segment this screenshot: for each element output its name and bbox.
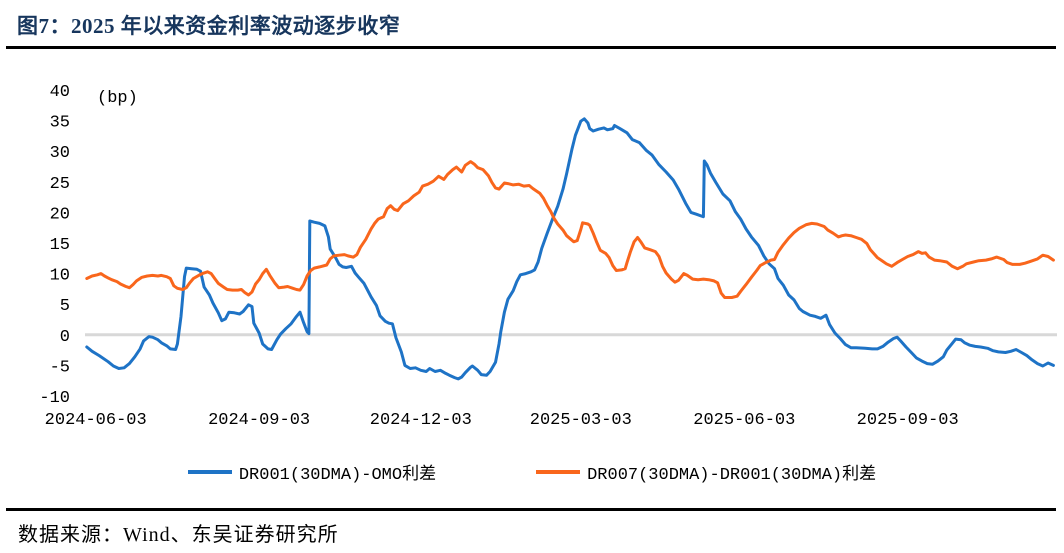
x-axis-tick-label: 2024-09-03 [208, 411, 310, 430]
legend-line-swatch-orange [536, 470, 581, 474]
x-axis-tick-label: 2024-06-03 [45, 411, 147, 430]
y-axis-tick-label: 15 [50, 236, 70, 255]
x-axis-tick-label: 2024-12-03 [370, 411, 472, 430]
y-axis-tick-label: 0 [60, 328, 70, 347]
y-axis-tick-label: 25 [50, 175, 70, 194]
figure-title: 图7：2025 年以来资金利率波动逐步收窄 [17, 14, 401, 38]
legend-item-dr007-dr001: DR007(30DMA)-DR001(30DMA)利差 [536, 459, 876, 485]
y-axis-tick-label: -10 [39, 389, 70, 408]
y-axis-tick-label: 35 [50, 114, 70, 133]
series-line-dr001-omo [85, 117, 1055, 381]
data-source: 数据来源：Wind、东吴证券研究所 [18, 524, 339, 546]
x-axis-tick-label: 2025-06-03 [693, 411, 795, 430]
legend-label: DR007(30DMA)-DR001(30DMA)利差 [587, 466, 877, 485]
y-axis-unit-label: (bp) [97, 89, 138, 108]
y-axis-tick-label: 10 [50, 267, 70, 286]
x-axis-tick-label: 2025-03-03 [530, 411, 632, 430]
y-axis-tick-label: -5 [50, 358, 70, 377]
y-axis-tick-label: 40 [50, 83, 70, 102]
y-axis-tick-label: 30 [50, 144, 70, 163]
y-axis-tick-label: 20 [50, 205, 70, 224]
legend-item-dr001-omo: DR001(30DMA)-OMO利差 [187, 459, 437, 485]
series-line-dr007-dr001 [85, 160, 1055, 299]
x-axis-tick-label: 2025-09-03 [857, 411, 959, 430]
footer-divider [6, 508, 1056, 511]
title-divider [6, 46, 1056, 49]
legend-line-swatch-blue [187, 470, 232, 474]
chart-legend: DR001(30DMA)-OMO利差 DR007(30DMA)-DR001(30… [0, 459, 1064, 485]
y-axis-tick-label: 5 [60, 297, 70, 316]
legend-label: DR001(30DMA)-OMO利差 [238, 466, 437, 485]
